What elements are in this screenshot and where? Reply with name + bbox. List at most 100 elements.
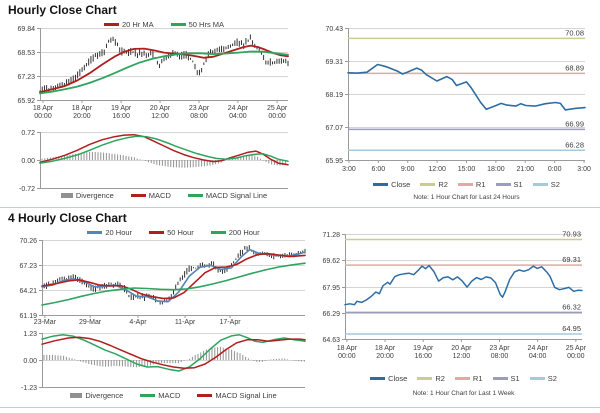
legend-label: 20 Hr MA [121, 20, 154, 29]
y-tick-label: 67.23 [19, 263, 37, 270]
y-tick-label: 69.84 [17, 26, 35, 33]
legend-label: Divergence [85, 391, 124, 400]
bar-swatch-icon [60, 193, 73, 198]
series-macd-signal-line [39, 135, 289, 164]
y-tick-label: 69.62 [322, 258, 340, 265]
legend-item-s1: S1 [492, 374, 520, 383]
x-tick-label: 00:00 [338, 353, 356, 360]
y-tick-label: 65.92 [17, 98, 35, 105]
line-swatch-icon [492, 377, 508, 380]
y-tick-label: 68.19 [325, 92, 343, 99]
line-swatch-icon [529, 377, 545, 380]
line-swatch-icon [210, 231, 226, 234]
line-swatch-icon [87, 231, 103, 234]
x-tick-label: 11-Apr [175, 319, 196, 326]
series-50-hour [41, 252, 306, 300]
x-tick-label: 23 Apr [489, 345, 510, 352]
x-tick-label: 29-Mar [79, 319, 102, 326]
level-label-r1: 69.31 [562, 255, 581, 264]
y-tick-label: 0.00 [23, 358, 37, 365]
x-tick-label: 25 Apr [267, 105, 288, 112]
line-swatch-icon [187, 194, 203, 197]
legend-item-macd: MACD [130, 191, 171, 200]
x-tick-label: 15:00 [458, 166, 476, 173]
series-close [347, 63, 586, 111]
legend-label: S2 [550, 180, 560, 189]
x-tick-label: 18 Apr [33, 105, 54, 112]
four-hourly-macd-legend: Divergence MACD MACD Signal Line [42, 391, 305, 400]
legend-item-macd: MACD [140, 391, 180, 400]
y-tick-label: 70.43 [325, 26, 343, 33]
line-swatch-icon [149, 231, 165, 234]
series-macd [39, 133, 289, 166]
x-tick-label: 00:00 [268, 113, 286, 120]
series-macd-signal-line [41, 336, 306, 370]
level-label-s2: 64.95 [562, 324, 581, 333]
x-tick-label: 12:00 [428, 166, 446, 173]
y-tick-label: 66.29 [322, 311, 340, 318]
line-swatch-icon [454, 377, 470, 380]
legend-label: MACD Signal Line [215, 391, 277, 400]
four-hourly-ma-legend: 20 Hour 50 Hour 200 Hour [42, 228, 305, 237]
four-hourly-chart-title: 4 Hourly Close Chart [8, 211, 127, 225]
series-200-hour [41, 262, 306, 306]
legend-label: MACD Signal Line [205, 191, 268, 200]
x-tick-label: 21:00 [517, 166, 535, 173]
legend-label: R2 [438, 180, 448, 189]
x-tick-label: 20 Apr [451, 345, 472, 352]
legend-label: R1 [475, 180, 486, 189]
y-tick-label: 65.95 [325, 158, 343, 165]
x-tick-label: 18:00 [487, 166, 505, 173]
x-tick-label: 08:00 [491, 353, 509, 360]
legend-label: MACD [148, 191, 171, 200]
x-tick-label: 18 Apr [72, 105, 93, 112]
x-tick-label: 04:00 [529, 353, 547, 360]
y-tick-label: 67.23 [17, 74, 35, 81]
legend-item-200-hour: 200 Hour [210, 228, 260, 237]
x-tick-label: 04:00 [229, 113, 247, 120]
x-tick-label: 0:00 [548, 166, 562, 173]
level-label-r2: 70.08 [565, 28, 584, 37]
section-divider [0, 207, 600, 208]
legend-label: 50 Hour [167, 228, 194, 237]
x-tick-label: 25 Apr [566, 345, 587, 352]
legend-item-r1: R1 [457, 180, 486, 189]
x-tick-label: 00:00 [567, 353, 585, 360]
y-tick-label: -1.23 [21, 385, 37, 392]
four-hourly-close-panel: 70.26 67.23 64.21 61.19 23-Mar 29-Mar 4-Apr 11-… [0, 210, 310, 410]
legend-item-macd-signal-line: MACD Signal Line [187, 191, 268, 200]
x-tick-label: 23-Mar [34, 319, 57, 326]
legend-label: Close [391, 180, 411, 189]
y-tick-label: 61.19 [19, 313, 37, 320]
level-label-s2: 66.28 [565, 140, 584, 149]
y-tick-label: 68.53 [17, 50, 35, 57]
series-50-hrs-ma [39, 50, 289, 95]
legend-item-close: Close [370, 374, 407, 383]
level-label-s1: 66.32 [562, 302, 581, 311]
legend-item-r2: R2 [420, 180, 448, 189]
hourly-sr-panel: 70.43 69.31 68.19 67.07 65.95 3:00 6:00 9:00 12:… [310, 16, 600, 208]
y-tick-label: 0.72 [21, 130, 35, 137]
x-tick-label: 24 Apr [228, 105, 249, 112]
x-tick-label: 12:00 [453, 353, 471, 360]
x-tick-label: 16:00 [112, 113, 130, 120]
line-swatch-icon [532, 183, 548, 186]
series-macd [41, 334, 306, 372]
x-tick-label: 12:00 [151, 113, 169, 120]
legend-label: 50 Hrs MA [188, 20, 225, 29]
hourly-close-panel: 69.84 68.53 67.23 65.92 18 Apr 00:00 18 Apr 20:… [0, 16, 310, 208]
x-tick-label: 00:00 [34, 113, 52, 120]
x-tick-label: 18 Apr [337, 345, 358, 352]
legend-label: 200 Hour [228, 228, 260, 237]
x-tick-label: 4-Apr [129, 319, 147, 326]
legend-label: Divergence [75, 191, 114, 200]
four-hourly-sr-note: Note: 1 Hour Chart for Last 1 Week [412, 390, 515, 397]
line-swatch-icon [197, 394, 213, 397]
line-swatch-icon [420, 183, 436, 186]
